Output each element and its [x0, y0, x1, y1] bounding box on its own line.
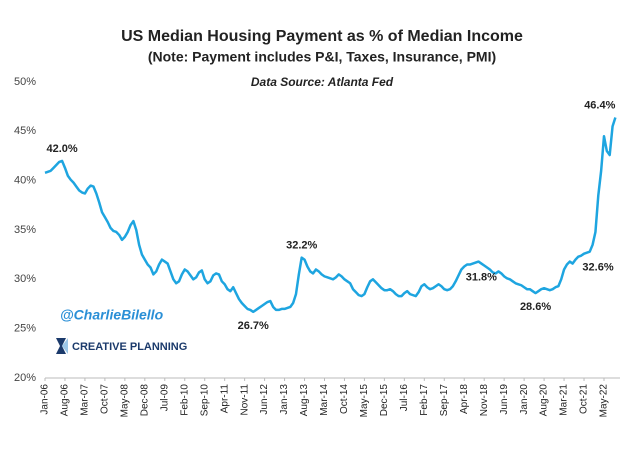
credit: @CharlieBilello: [60, 307, 164, 323]
x-tick-label: Aug-06: [60, 384, 71, 417]
x-tick-label: Jun-12: [259, 384, 270, 415]
x-tick-label: Jul-16: [399, 384, 410, 412]
x-tick-label: Oct-07: [100, 384, 111, 414]
x-tick-label: Nov-18: [479, 384, 490, 417]
y-tick-label: 35%: [14, 224, 36, 236]
data-label: 42.0%: [47, 143, 78, 155]
x-tick-label: Sep-17: [439, 384, 450, 417]
x-tick-label: Nov-11: [239, 384, 250, 416]
y-tick-label: 25%: [14, 323, 36, 335]
x-tick-label: Aug-13: [299, 384, 310, 417]
data-label: 28.6%: [520, 301, 551, 313]
x-tick-label: Jan-06: [40, 384, 51, 415]
x-tick-label: Aug-20: [539, 384, 550, 417]
y-tick-label: 45%: [14, 125, 36, 137]
data-label: 26.7%: [238, 320, 269, 332]
x-tick-label: Apr-18: [459, 384, 470, 414]
x-tick-label: Dec-15: [379, 384, 390, 417]
x-tick-label: Feb-10: [179, 384, 190, 416]
x-tick-label: Mar-14: [319, 384, 330, 416]
y-tick-label: 30%: [14, 273, 36, 285]
x-tick-label: Oct-14: [339, 384, 350, 414]
x-tick-label: Dec-08: [139, 384, 150, 417]
x-tick-label: Jan-20: [519, 384, 530, 415]
x-tick-label: Oct-21: [579, 384, 590, 414]
data-label: 46.4%: [584, 99, 615, 111]
x-tick-label: Feb-17: [419, 384, 430, 416]
brand-logo: [56, 338, 68, 354]
y-tick-label: 50%: [14, 76, 36, 88]
x-tick-label: Jun-19: [499, 384, 510, 415]
source: Data Source: Atlanta Fed: [251, 75, 394, 89]
chart-subtitle: (Note: Payment includes P&I, Taxes, Insu…: [148, 49, 496, 65]
data-label: 31.8%: [466, 271, 497, 283]
y-tick-label: 40%: [14, 175, 36, 187]
chart-title: US Median Housing Payment as % of Median…: [121, 28, 523, 45]
x-tick-label: Jul-09: [159, 384, 170, 412]
x-tick-label: Jan-13: [279, 384, 290, 415]
x-tick-label: Sep-10: [199, 384, 210, 417]
data-label: 32.6%: [582, 262, 613, 274]
x-tick-label: May-15: [359, 384, 370, 418]
x-tick-label: Mar-21: [559, 384, 570, 416]
x-tick-label: Mar-07: [80, 384, 91, 416]
data-line: [44, 117, 617, 314]
data-label: 32.2%: [286, 240, 317, 252]
x-tick-label: May-08: [119, 384, 130, 418]
x-tick-label: May-22: [599, 384, 610, 418]
brand: CREATIVE PLANNING: [72, 341, 187, 353]
y-tick-label: 20%: [14, 372, 36, 384]
x-tick-label: Apr-11: [219, 384, 230, 414]
